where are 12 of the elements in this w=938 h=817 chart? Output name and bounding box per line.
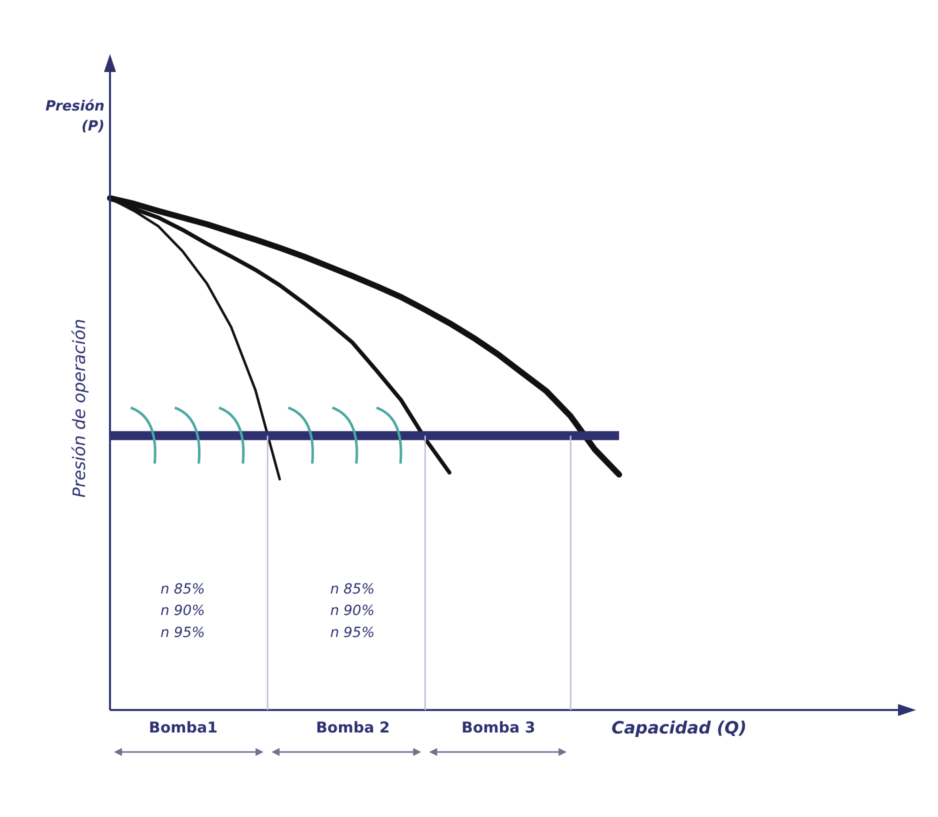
annotation: n 90% (160, 603, 205, 620)
annotation: n 95% (160, 625, 205, 642)
x-axis-title: Capacidad (Q) (611, 718, 747, 738)
y-axis-title: Presión (P) (46, 98, 105, 134)
annotation: n 85% (330, 581, 375, 598)
annotation: n 95% (330, 625, 375, 642)
ref-line-label: Presión de operación (70, 318, 90, 498)
annotation: n 85% (160, 581, 205, 598)
x-tick-label: Bomba1 (148, 718, 218, 736)
annotation: n 90% (330, 603, 375, 620)
x-tick-label: Bomba 2 (316, 718, 390, 736)
x-tick-label: Bomba 3 (461, 718, 536, 736)
